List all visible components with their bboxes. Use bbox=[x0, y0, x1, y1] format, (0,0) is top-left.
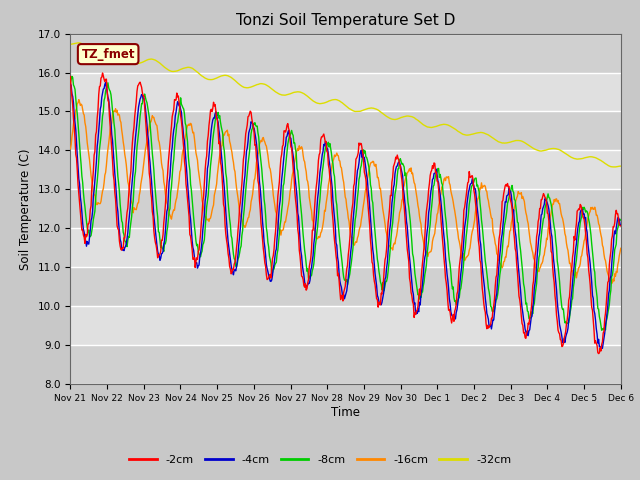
X-axis label: Time: Time bbox=[331, 406, 360, 419]
Bar bbox=[70, 345, 621, 384]
Bar bbox=[70, 228, 621, 267]
Bar bbox=[70, 267, 621, 306]
Text: TZ_fmet: TZ_fmet bbox=[81, 48, 135, 60]
Y-axis label: Soil Temperature (C): Soil Temperature (C) bbox=[19, 148, 32, 270]
Bar bbox=[70, 72, 621, 111]
Bar bbox=[70, 150, 621, 189]
Bar bbox=[70, 34, 621, 72]
Bar bbox=[70, 111, 621, 150]
Bar bbox=[70, 306, 621, 345]
Title: Tonzi Soil Temperature Set D: Tonzi Soil Temperature Set D bbox=[236, 13, 455, 28]
Bar bbox=[70, 189, 621, 228]
Legend: -2cm, -4cm, -8cm, -16cm, -32cm: -2cm, -4cm, -8cm, -16cm, -32cm bbox=[124, 451, 516, 469]
